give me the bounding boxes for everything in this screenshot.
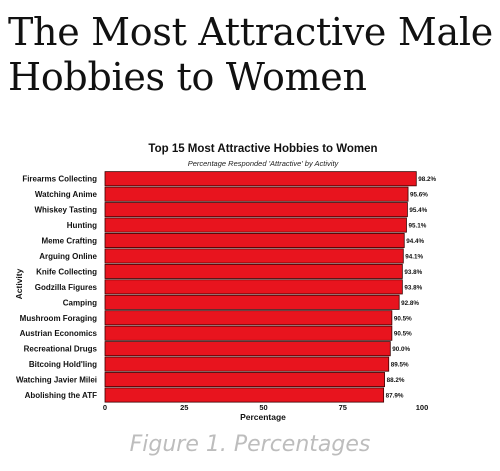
category-label: Arguing Online [39, 252, 97, 261]
category-label: Camping [63, 298, 97, 307]
bar [104, 341, 391, 357]
x-tick-label: 25 [180, 403, 188, 412]
figure-caption: Figure 1. Percentages [129, 432, 371, 457]
x-tick-label: 100 [416, 403, 429, 412]
category-label: Abolishing the ATF [25, 391, 98, 400]
bar [104, 233, 405, 249]
category-label: Recreational Drugs [24, 345, 98, 354]
bar [104, 171, 417, 187]
category-labels: Firearms Collecting Watching Anime Whiskey… [16, 175, 98, 400]
value-label: 92.8% [401, 300, 419, 307]
x-tick-label: 50 [259, 403, 267, 412]
x-tick-label: 0 [103, 403, 107, 412]
value-label: 93.8% [404, 284, 422, 291]
value-label: 88.2% [387, 377, 405, 384]
value-label: 90.0% [392, 346, 410, 353]
category-label: Meme Crafting [41, 237, 97, 246]
category-label: Mushroom Foraging [20, 314, 97, 323]
category-label: Firearms Collecting [22, 175, 97, 184]
value-label: 89.5% [391, 362, 409, 369]
bar [104, 263, 403, 279]
value-label: 90.5% [394, 331, 412, 338]
x-tick-label: 75 [339, 403, 347, 412]
bar [104, 294, 400, 310]
category-label: Austrian Economics [20, 329, 98, 338]
headline-line-2: Hobbies to Women [8, 55, 367, 99]
value-label: 95.1% [408, 223, 426, 230]
bar [104, 372, 385, 388]
bar [104, 186, 409, 202]
bar [104, 387, 385, 403]
chart-subtitle: Percentage Responded 'Attractive' by Act… [188, 159, 340, 168]
y-axis-label: Activity [14, 268, 24, 299]
value-label: 98.2% [418, 176, 436, 183]
category-label: Watching Anime [35, 190, 98, 199]
x-axis-label: Percentage [240, 412, 286, 422]
value-label: 93.8% [404, 269, 422, 276]
chart-title: Top 15 Most Attractive Hobbies to Women [148, 143, 377, 155]
category-label: Knife Collecting [36, 267, 97, 276]
category-label: Whiskey Tasting [34, 206, 97, 215]
value-label: 90.5% [394, 315, 412, 322]
category-label: Watching Javier Milei [16, 376, 97, 385]
x-ticks: 0 25 50 75 100 [103, 403, 428, 412]
value-labels: 98.2% 95.6% 95.4% 95.1% 94.4% 94.1% 93.8% 93.8%… [386, 176, 437, 399]
category-label: Godzilla Figures [35, 283, 98, 292]
value-label: 87.9% [386, 393, 404, 400]
bars-group [104, 171, 417, 403]
bar [104, 217, 407, 233]
headline-line-1: The Most Attractive Male [8, 10, 493, 54]
bar [104, 356, 390, 372]
page-headline: The Most Attractive Male Hobbies to Wome… [8, 10, 496, 100]
bar [104, 202, 408, 218]
value-label: 95.4% [409, 207, 427, 214]
category-label: Bitcoing Hold'ling [29, 360, 97, 369]
bar [104, 325, 393, 341]
category-label: Hunting [67, 221, 97, 230]
bar [104, 310, 393, 326]
bar [104, 248, 404, 264]
value-label: 95.6% [410, 192, 428, 199]
bar [104, 279, 403, 295]
value-label: 94.1% [405, 253, 423, 260]
bar-chart: Top 15 Most Attractive Hobbies to Women … [14, 143, 437, 422]
value-label: 94.4% [406, 238, 424, 245]
